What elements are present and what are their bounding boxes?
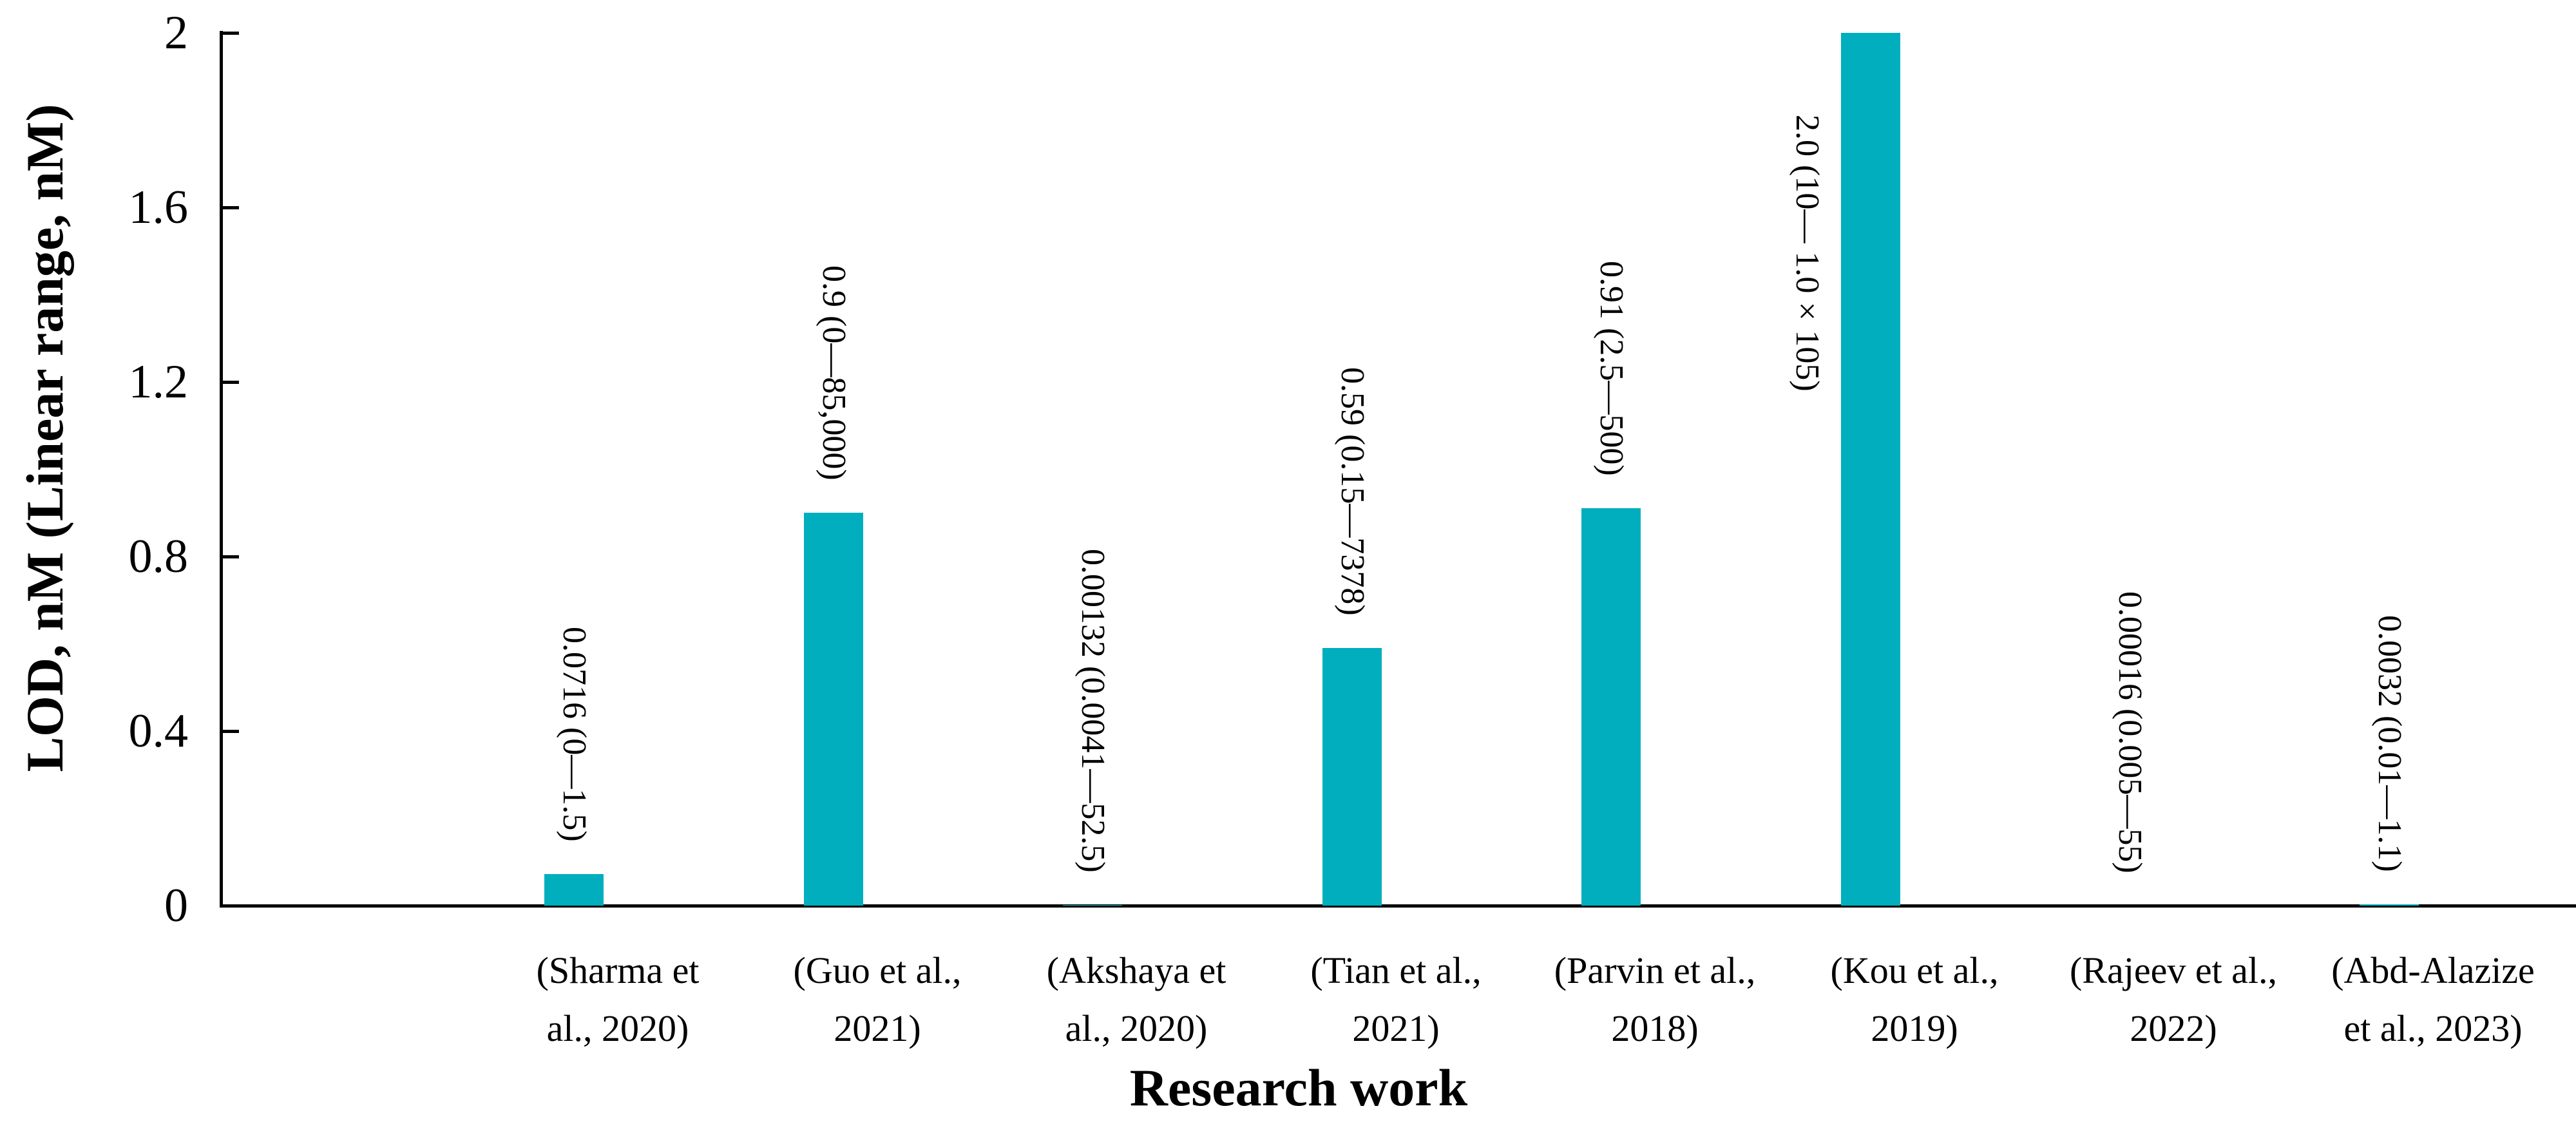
x-category-label: (Guo et al., 2021) xyxy=(794,942,962,1058)
x-category-label-line2: et al., 2023) xyxy=(2343,1007,2523,1049)
x-category-label-line1: (Tian et al., xyxy=(1310,949,1482,991)
x-category-label-line1: (Rajeev et al., xyxy=(2069,949,2278,991)
bar-data-label: 0.00016 (0.005—55) xyxy=(2112,591,2148,873)
x-category-label-line2: 2021) xyxy=(1352,1007,1440,1049)
x-category-label: (Sharma et al., 2020) xyxy=(537,942,700,1058)
x-category-label: (Akshaya et al., 2020) xyxy=(1047,942,1226,1058)
bar xyxy=(544,874,604,906)
y-tick-label: 0 xyxy=(164,879,188,932)
x-category-label-line2: 2021) xyxy=(834,1007,921,1049)
x-category-label: (Rajeev et al., 2022) xyxy=(2070,942,2277,1058)
x-category-label-line1: (Akshaya et xyxy=(1046,949,1226,991)
x-category-label-line1: (Parvin et al., xyxy=(1554,949,1756,991)
bar-data-label: 0.00132 (0.0041—52.5) xyxy=(1074,549,1111,873)
bar xyxy=(804,513,863,906)
y-tick-mark xyxy=(223,32,239,35)
bar xyxy=(1581,508,1641,906)
x-category-label-line1: (Sharma et xyxy=(536,949,700,991)
x-category-label-line1: (Abd-Alazize xyxy=(2331,949,2535,991)
bar-data-label: 0.0716 (0—1.5) xyxy=(556,627,593,842)
bar-data-label: 0.0032 (0.01—1.1) xyxy=(2371,615,2408,872)
y-tick-label: 1.2 xyxy=(128,356,189,408)
bar xyxy=(2360,904,2419,906)
y-tick-label: 0.4 xyxy=(128,705,189,757)
y-tick-label: 1.6 xyxy=(128,181,189,234)
y-tick-mark xyxy=(223,730,239,733)
bar-data-label: 0.91 (2.5—500) xyxy=(1593,261,1630,476)
x-category-label: (Parvin et al., 2018) xyxy=(1554,942,1755,1058)
x-category-label-line2: al., 2020) xyxy=(546,1007,689,1049)
x-axis-title: Research work xyxy=(1129,1058,1468,1117)
bar xyxy=(1322,648,1382,906)
x-category-label: (Abd-Alazize et al., 2023) xyxy=(2331,942,2535,1058)
bar xyxy=(1841,33,1900,906)
bar-data-label: 0.59 (0.15—7378) xyxy=(1334,367,1371,616)
y-tick-mark xyxy=(223,555,239,558)
y-tick-label: 2 xyxy=(164,6,188,59)
x-category-label-line2: 2022) xyxy=(2130,1007,2217,1049)
x-category-label: (Tian et al., 2021) xyxy=(1310,942,1481,1058)
x-category-label-line2: 2019) xyxy=(1871,1007,1958,1049)
bar-data-label: 0.9 (0—85,000) xyxy=(816,265,852,481)
bar xyxy=(1063,905,1122,906)
x-category-label-line1: (Kou et al., xyxy=(1830,949,1999,991)
x-category-label: (Kou et al., 2019) xyxy=(1831,942,1999,1058)
x-category-label-line1: (Guo et al., xyxy=(793,949,962,991)
x-axis-line xyxy=(220,904,2576,908)
bar-data-label: 2.0 (10— 1.0×105) xyxy=(1789,115,1826,392)
y-tick-mark xyxy=(223,206,239,209)
y-tick-mark xyxy=(223,381,239,384)
y-axis-line xyxy=(220,31,223,908)
y-tick-label: 0.8 xyxy=(128,530,189,583)
x-category-label-line2: al., 2020) xyxy=(1065,1007,1208,1049)
x-category-label-line2: 2018) xyxy=(1611,1007,1699,1049)
